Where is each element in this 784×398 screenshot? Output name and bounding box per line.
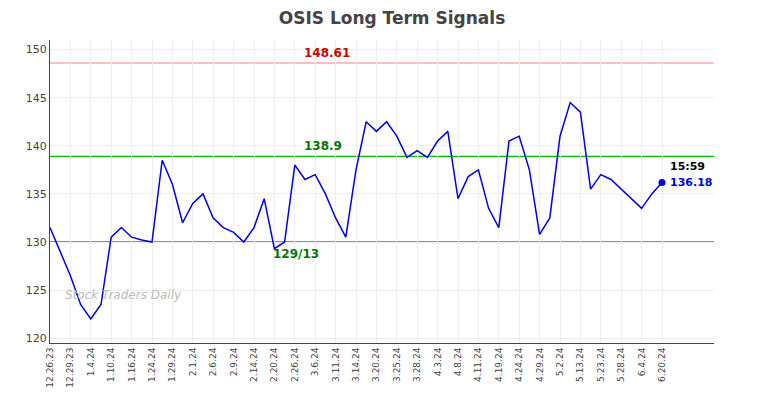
svg-text:3.25.24: 3.25.24 [392,347,402,382]
svg-text:5.28.24: 5.28.24 [616,347,626,382]
svg-text:5.23.24: 5.23.24 [596,347,606,382]
svg-text:4.8.24: 4.8.24 [453,347,463,376]
svg-text:136.18: 136.18 [670,176,712,189]
svg-text:4.24.24: 4.24.24 [514,347,524,382]
svg-text:4.29.24: 4.29.24 [535,347,545,382]
svg-text:5.13.24: 5.13.24 [575,347,585,382]
svg-text:2.1.24: 2.1.24 [188,347,198,376]
svg-text:6.4.24: 6.4.24 [637,347,647,376]
svg-text:135: 135 [26,188,47,201]
svg-text:120: 120 [26,332,47,345]
svg-text:138.9: 138.9 [304,139,342,153]
svg-text:129/13: 129/13 [273,247,319,261]
svg-text:2.14.24: 2.14.24 [249,347,259,382]
svg-text:4.11.24: 4.11.24 [473,347,483,382]
svg-text:4.3.24: 4.3.24 [433,347,443,376]
svg-text:125: 125 [26,284,47,297]
svg-text:3.20.24: 3.20.24 [371,347,381,382]
svg-text:1.10.24: 1.10.24 [106,347,116,382]
svg-text:OSIS Long Term Signals: OSIS Long Term Signals [279,8,506,28]
svg-text:1.24.24: 1.24.24 [147,347,157,382]
svg-text:12.26.23: 12.26.23 [45,348,55,388]
svg-text:1.16.24: 1.16.24 [127,347,137,382]
svg-text:2.6.24: 2.6.24 [208,347,218,376]
svg-text:Stock Traders Daily: Stock Traders Daily [65,288,182,302]
svg-text:2.9.24: 2.9.24 [229,347,239,376]
svg-text:3.28.24: 3.28.24 [412,347,422,382]
svg-text:3.11.24: 3.11.24 [331,347,341,382]
svg-text:148.61: 148.61 [304,46,350,60]
svg-text:4.19.24: 4.19.24 [494,347,504,382]
svg-text:140: 140 [26,140,47,153]
svg-text:150: 150 [26,43,47,56]
svg-text:5.2.24: 5.2.24 [555,347,565,376]
svg-text:2.20.24: 2.20.24 [269,347,279,382]
svg-text:15:59: 15:59 [670,160,705,173]
svg-text:6.20.24: 6.20.24 [657,347,667,382]
svg-text:145: 145 [26,92,47,105]
svg-text:2.26.24: 2.26.24 [290,347,300,382]
svg-text:130: 130 [26,236,47,249]
svg-text:12.29.23: 12.29.23 [65,348,75,388]
svg-text:1.29.24: 1.29.24 [167,347,177,382]
svg-text:3.6.24: 3.6.24 [310,347,320,376]
svg-text:3.14.24: 3.14.24 [351,347,361,382]
svg-text:1.4.24: 1.4.24 [86,347,96,376]
